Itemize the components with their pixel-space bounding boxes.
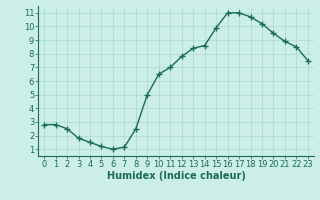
X-axis label: Humidex (Indice chaleur): Humidex (Indice chaleur) [107, 171, 245, 181]
